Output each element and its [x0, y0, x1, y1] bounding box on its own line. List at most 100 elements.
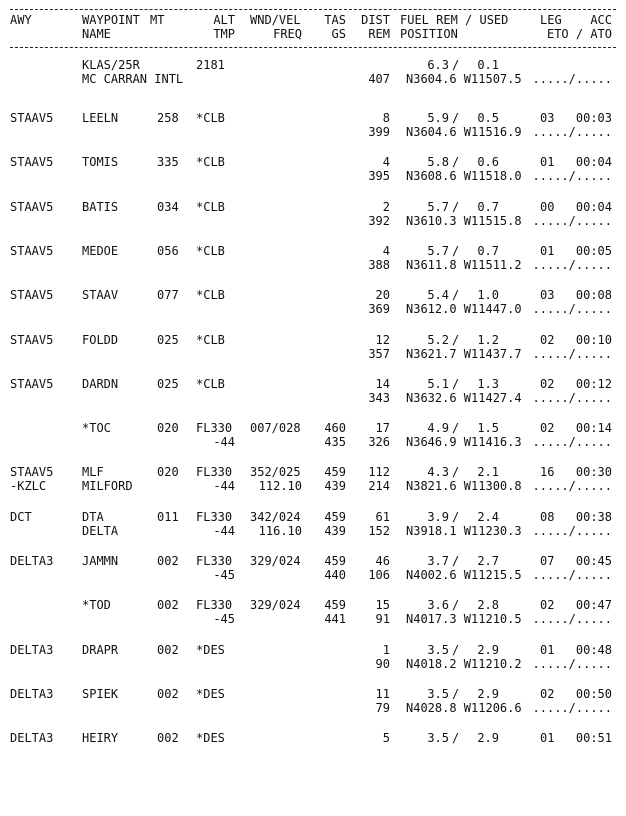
cell-awy: STAAV5 [10, 111, 54, 125]
fuel-separator: / [452, 465, 460, 480]
col-fuel: FUEL REM / USED [400, 13, 509, 27]
cell-leg: 01 [540, 243, 555, 258]
fuel-separator: / [452, 554, 460, 568]
cell-fuel-used: 0.7 [477, 243, 499, 258]
cell-fuel-rem: 5.8 [427, 155, 449, 170]
cell-fuel-used: 1.5 [477, 421, 499, 436]
col-tas: TAS [324, 13, 346, 27]
cell-ato: ...../..... [532, 72, 612, 86]
cell-alt: *CLB [196, 111, 225, 125]
cell-alt: FL330 [196, 465, 233, 480]
cell-ato: ...../..... [532, 612, 612, 627]
cell-tas: 460 [324, 421, 346, 436]
cell-ato: ...../..... [532, 568, 612, 582]
cell-wpt: JAMMN [82, 554, 119, 568]
cell-wpt: STAAV [82, 288, 119, 303]
cell-mt: 002 [157, 598, 179, 613]
cell-fuel-rem: 5.2 [427, 332, 449, 347]
cell-eto: 00:04 [575, 199, 612, 214]
cell-leg: 01 [540, 155, 555, 170]
cell-position: N4002.6 W11215.5 [406, 568, 522, 582]
cell-dist: 17 [375, 421, 390, 436]
col-freq: FREQ [273, 27, 302, 41]
col-wnd-vel: WND/VEL [250, 13, 301, 27]
cell-fuel-rem: 3.5 [427, 642, 449, 657]
cell-awy: STAAV5 [10, 332, 54, 347]
col-eto-ato: ETO / ATO [546, 27, 612, 41]
cell-rem: 106 [368, 568, 390, 582]
cell-fuel-used: 0.5 [477, 111, 499, 125]
cell-fuel-used: 2.7 [477, 554, 499, 568]
cell-rem: 395 [368, 169, 390, 184]
cell-fuel-used: 2.1 [477, 465, 499, 480]
cell-rem: 399 [368, 125, 390, 139]
cell-wnd: 329/024 [250, 554, 301, 568]
cell-wpt: TOMIS [82, 155, 119, 170]
cell-mt: 002 [157, 731, 179, 746]
cell-alt: *CLB [196, 243, 225, 258]
cell-awy: STAAV5 [10, 288, 54, 303]
cell-tas: 459 [324, 509, 346, 524]
fuel-separator: / [452, 243, 460, 258]
cell-wpt: *TOD [82, 598, 111, 613]
cell-fuel-rem: 5.7 [427, 243, 449, 258]
fuel-separator: / [452, 509, 460, 524]
cell-wnd: 007/028 [250, 421, 301, 436]
cell-alt: *CLB [196, 199, 225, 214]
cell-ato: ...../..... [532, 169, 612, 184]
cell-wpt: LEELN [82, 111, 119, 125]
cell-mt: 034 [157, 199, 179, 214]
cell-mt: 002 [157, 642, 179, 657]
cell-eto: 00:30 [575, 465, 612, 480]
cell-fuel-rem: 3.6 [427, 598, 449, 613]
cell-leg: 02 [540, 686, 555, 701]
cell-leg: 02 [540, 421, 555, 436]
cell-fuel-used: 2.9 [477, 731, 499, 746]
fuel-separator: / [452, 332, 460, 347]
cell-wpt: *TOC [82, 421, 111, 436]
cell-mt: 025 [157, 332, 179, 347]
cell-fuel-used: 0.6 [477, 155, 499, 170]
cell-rem: 152 [368, 523, 390, 538]
cell-eto: 00:51 [575, 731, 612, 746]
cell-gs: 440 [324, 568, 346, 582]
cell-alt: 2181 [196, 58, 225, 72]
cell-mt: 011 [157, 509, 179, 524]
cell-dist: 4 [382, 243, 390, 258]
cell-eto: 00:48 [575, 642, 612, 657]
cell-gs: 439 [324, 479, 346, 494]
cell-alt: *DES [196, 686, 225, 701]
cell-eto: 00:14 [575, 421, 612, 436]
cell-position: N3610.3 W11515.8 [406, 213, 522, 228]
header-bottom-divider [10, 47, 616, 48]
cell-position: N3604.6 W11516.9 [406, 125, 522, 139]
col-waypoint: WAYPOINT [82, 13, 140, 27]
cell-mt: 077 [157, 288, 179, 303]
cell-leg: 02 [540, 332, 555, 347]
cell-fuel-rem: 3.5 [427, 686, 449, 701]
cell-ato: ...../..... [532, 125, 612, 139]
cell-tmp: -45 [213, 612, 235, 627]
cell-rem: 343 [368, 390, 390, 405]
cell-freq: 116.10 [258, 523, 302, 538]
fuel-separator: / [452, 58, 460, 72]
cell-dist: 20 [375, 288, 390, 303]
cell-tmp: -45 [213, 568, 235, 582]
cell-fuel-rem: 3.7 [427, 554, 449, 568]
cell-fuel-rem: 3.5 [427, 731, 449, 746]
cell-eto: 00:08 [575, 288, 612, 303]
cell-ato: ...../..... [532, 346, 612, 361]
cell-alt: FL330 [196, 509, 233, 524]
cell-wnd: 342/024 [250, 509, 301, 524]
cell-awy: DELTA3 [10, 554, 54, 568]
col-alt: ALT [213, 13, 235, 27]
cell-eto: 00:05 [575, 243, 612, 258]
cell-fuel-rem: 5.4 [427, 288, 449, 303]
cell-mt: 025 [157, 376, 179, 391]
cell-awy: DELTA3 [10, 642, 54, 657]
cell-leg: 07 [540, 554, 555, 568]
cell-eto: 00:10 [575, 332, 612, 347]
cell-tas: 459 [324, 598, 346, 613]
cell-position: N4017.3 W11210.5 [406, 612, 522, 627]
cell-name: MC CARRAN INTL [82, 72, 184, 86]
